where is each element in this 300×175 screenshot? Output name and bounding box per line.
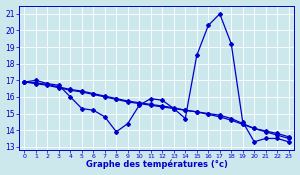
X-axis label: Graphe des températures (°c): Graphe des températures (°c) <box>85 160 227 169</box>
